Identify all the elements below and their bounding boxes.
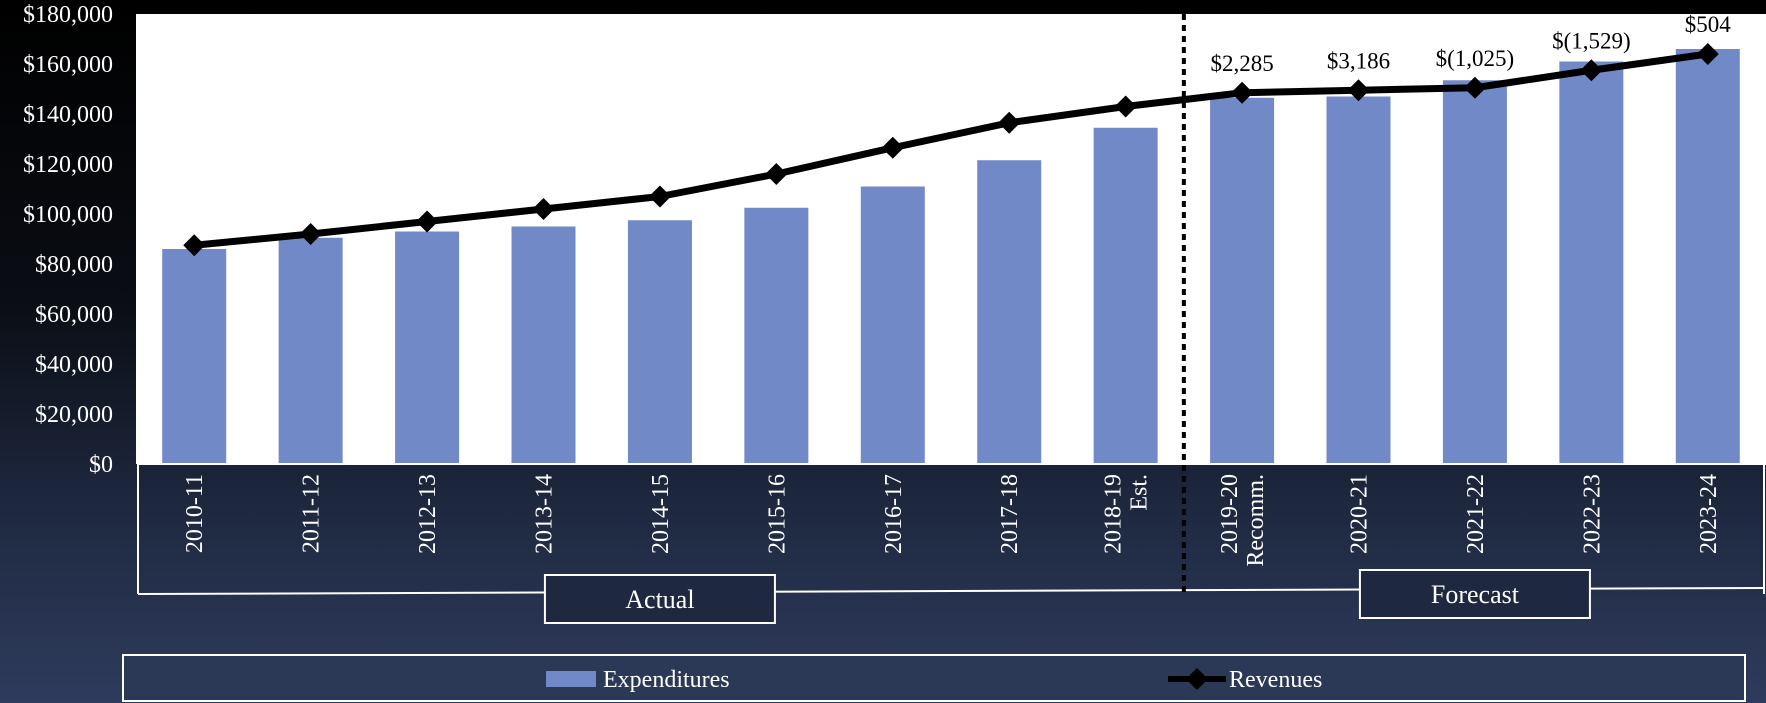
- revenue-marker: [1114, 95, 1137, 118]
- group-label-actual: Actual: [543, 574, 776, 624]
- category-label-line: 2013-14: [532, 474, 558, 554]
- category-label: 2016-17: [881, 474, 907, 554]
- category-label-line: 2018-19: [1101, 474, 1127, 554]
- revenue-marker: [1463, 76, 1486, 99]
- revenue-marker: [765, 163, 788, 185]
- category-label-line: 2010-11: [182, 474, 208, 553]
- y-tick-label: $180,000: [23, 2, 113, 28]
- revenue-marker: [648, 185, 671, 208]
- y-tick-label: $100,000: [23, 202, 113, 228]
- expenditure-bar: [744, 207, 809, 464]
- revenue-marker: [532, 198, 555, 220]
- revenue-marker: [299, 223, 322, 245]
- category-label-line: Recomm.: [1243, 474, 1269, 567]
- category-label-line: 2019-20: [1217, 474, 1243, 554]
- data-label: $2,285: [1210, 51, 1273, 76]
- y-tick-label: $160,000: [23, 52, 113, 78]
- legend-bar-swatch: [546, 671, 596, 687]
- legend-box: [122, 654, 1746, 702]
- y-tick-label: $40,000: [35, 352, 113, 378]
- expenditure-bar: [511, 226, 576, 464]
- expenditure-bar: [1210, 97, 1275, 464]
- revenue-marker: [1580, 59, 1603, 82]
- legend-item-revenues: Revenues: [1168, 667, 1322, 693]
- group-label-text: Forecast: [1431, 580, 1520, 609]
- y-tick-label: $20,000: [35, 402, 113, 428]
- y-tick-label: $140,000: [23, 102, 113, 128]
- category-label-line: 2023-24: [1696, 474, 1722, 554]
- expenditure-bar: [977, 160, 1042, 464]
- group-label-box: [1358, 569, 1591, 619]
- category-label-line: 2015-16: [764, 474, 790, 554]
- category-label: 2022-23: [1579, 474, 1605, 554]
- y-tick-label: $0: [89, 452, 113, 478]
- y-tick-label: $120,000: [23, 152, 113, 178]
- category-label: 2012-13: [415, 474, 441, 554]
- legend-label: Expenditures: [603, 667, 730, 693]
- expenditure-bar: [627, 220, 692, 464]
- category-label: 2011-12: [299, 474, 325, 553]
- data-label: $(1,529): [1552, 28, 1631, 53]
- revenue-marker: [1347, 79, 1370, 102]
- expenditure-bar: [1559, 61, 1624, 464]
- y-tick-label: $80,000: [35, 252, 113, 278]
- category-label: 2020-21: [1347, 474, 1373, 554]
- category-label: 2013-14: [532, 474, 558, 554]
- legend-diamond-marker: [1186, 668, 1208, 690]
- legend: Expenditures Revenues: [122, 654, 1746, 702]
- category-label-line: 2022-23: [1579, 474, 1605, 554]
- expenditure-bar: [395, 231, 460, 464]
- group-label-text: Actual: [625, 585, 694, 614]
- category-label: 2018-19 Est.: [1101, 474, 1153, 554]
- expenditure-bar: [1442, 80, 1507, 464]
- category-label-line: 2016-17: [881, 474, 907, 554]
- expenditure-bar: [162, 249, 227, 464]
- revenue-marker: [998, 111, 1021, 134]
- legend-item-expenditures: Expenditures: [546, 667, 730, 693]
- category-label: 2019-20 Recomm.: [1217, 474, 1269, 567]
- revenue-marker: [416, 210, 439, 233]
- category-label: 2017-18: [997, 474, 1023, 554]
- category-label: 2023-24: [1696, 474, 1722, 554]
- category-label-line: 2011-12: [299, 474, 325, 553]
- data-label: $3,186: [1327, 48, 1390, 73]
- revenue-line: [193, 50, 1709, 249]
- category-label: 2010-11: [182, 474, 208, 553]
- expenditure-bar: [1675, 49, 1740, 464]
- expenditure-bar: [1326, 96, 1391, 464]
- category-label-line: Est.: [1127, 474, 1153, 511]
- revenue-marker: [1231, 81, 1254, 104]
- category-label: 2021-22: [1463, 474, 1489, 554]
- data-label: $(1,025): [1436, 46, 1515, 71]
- legend-label: Revenues: [1229, 667, 1322, 693]
- expenditure-bar: [860, 186, 925, 464]
- category-label: 2015-16: [764, 474, 790, 554]
- revenue-marker: [1696, 43, 1719, 65]
- revenue-marker: [881, 136, 904, 159]
- y-tick-label: $60,000: [35, 302, 113, 328]
- category-label-line: 2020-21: [1347, 474, 1373, 554]
- revenue-marker: [183, 234, 206, 257]
- category-label-line: 2017-18: [997, 474, 1023, 554]
- category-label-line: 2012-13: [415, 474, 441, 554]
- category-label: 2014-15: [648, 474, 674, 554]
- category-label-line: 2014-15: [648, 474, 674, 554]
- group-label-forecast: Forecast: [1358, 569, 1591, 619]
- category-label-line: 2021-22: [1463, 474, 1489, 554]
- data-label: $504: [1685, 12, 1732, 37]
- group-label-box: [543, 574, 776, 624]
- expenditure-bar: [278, 237, 343, 464]
- expenditure-bar: [1093, 127, 1158, 464]
